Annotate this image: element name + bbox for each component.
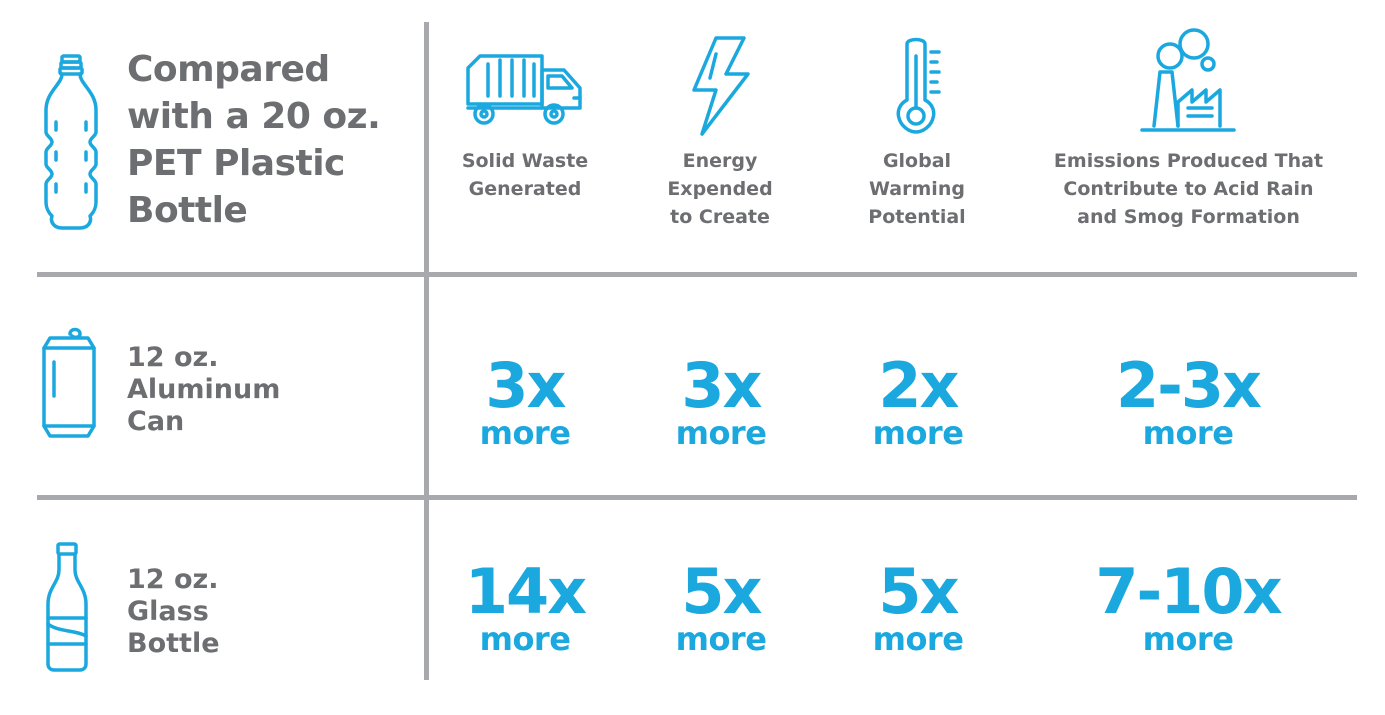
header-divider: [37, 272, 1357, 277]
multiplier-unit: more: [675, 414, 767, 452]
row-label-line: Can: [127, 406, 185, 437]
multiplier-value: 2-3x: [1115, 349, 1262, 422]
multiplier-value: 7-10x: [1095, 555, 1282, 628]
row-label-line: Aluminum: [127, 374, 281, 405]
multiplier-value: 3x: [485, 349, 566, 422]
lightning-bolt-icon: [688, 34, 752, 138]
column-header-line: Warming: [869, 178, 965, 200]
multiplier-value: 3x: [681, 349, 762, 422]
row-divider: [37, 495, 1357, 500]
multiplier-unit: more: [872, 620, 964, 658]
vertical-divider: [424, 22, 429, 680]
row-label-line: 12 oz.: [127, 564, 219, 595]
value-cell: 5x more: [611, 555, 831, 658]
garbage-truck-icon: [462, 46, 588, 128]
row-label-line: Bottle: [127, 628, 220, 659]
title-line: with a 20 oz.: [127, 96, 381, 137]
title-line: Compared: [127, 49, 330, 90]
multiplier-value: 5x: [681, 555, 762, 628]
row-label-aluminum-can: 12 oz. Aluminum Can: [127, 342, 417, 438]
aluminum-can-icon: [36, 326, 102, 442]
value-cell: 14x more: [415, 555, 635, 658]
thermometer-icon: [895, 36, 945, 136]
multiplier-value: 14x: [464, 555, 587, 628]
value-cell: 7-10x more: [1078, 555, 1298, 658]
value-cell: 3x more: [611, 349, 831, 452]
multiplier-unit: more: [872, 414, 964, 452]
column-header-solid-waste: Solid Waste Generated: [425, 147, 625, 203]
row-label-line: Glass: [127, 596, 209, 627]
value-cell: 2x more: [808, 349, 1028, 452]
value-cell: 3x more: [415, 349, 635, 452]
value-cell: 5x more: [808, 555, 1028, 658]
value-cell: 2-3x more: [1078, 349, 1298, 452]
column-header-line: Energy: [682, 150, 758, 172]
multiplier-value: 2x: [878, 349, 959, 422]
column-header-emissions: Emissions Produced That Contribute to Ac…: [1016, 147, 1361, 231]
multiplier-value: 5x: [878, 555, 959, 628]
multiplier-unit: more: [479, 620, 571, 658]
column-header-global-warming: Global Warming Potential: [817, 147, 1017, 231]
column-header-line: Contribute to Acid Rain: [1063, 178, 1314, 200]
multiplier-unit: more: [1142, 620, 1234, 658]
row-label-line: 12 oz.: [127, 342, 219, 373]
comparison-title: Compared with a 20 oz. PET Plastic Bottl…: [127, 46, 427, 234]
multiplier-unit: more: [1142, 414, 1234, 452]
title-line: PET Plastic: [127, 143, 345, 184]
column-header-line: Potential: [868, 206, 966, 228]
multiplier-unit: more: [479, 414, 571, 452]
column-header-line: Generated: [468, 178, 582, 200]
column-header-line: Emissions Produced That: [1053, 150, 1324, 172]
column-header-line: Global: [882, 150, 952, 172]
pet-plastic-bottle-icon: [40, 52, 102, 232]
glass-bottle-icon: [42, 540, 92, 674]
title-line: Bottle: [127, 190, 248, 231]
column-header-energy: Energy Expended to Create: [620, 147, 820, 231]
row-label-glass-bottle: 12 oz. Glass Bottle: [127, 564, 417, 660]
factory-icon: [1138, 26, 1238, 134]
column-header-line: and Smog Formation: [1077, 206, 1300, 228]
column-header-line: to Create: [670, 206, 770, 228]
multiplier-unit: more: [675, 620, 767, 658]
column-header-line: Solid Waste: [461, 150, 589, 172]
column-header-line: Expended: [667, 178, 773, 200]
